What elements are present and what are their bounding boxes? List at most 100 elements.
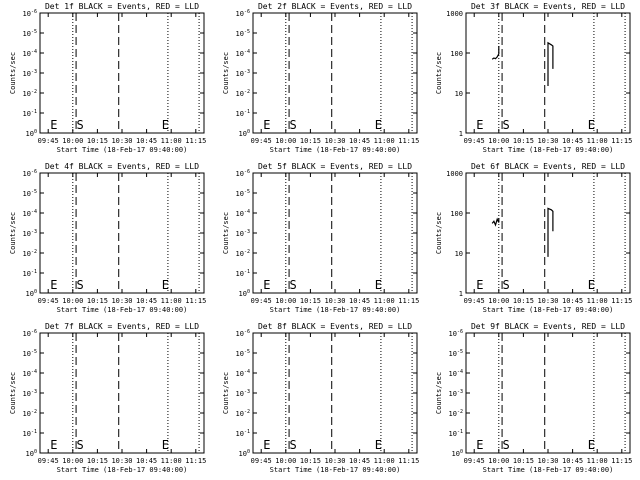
- y-tick-label: 100: [239, 129, 250, 138]
- marker-s: S: [289, 438, 296, 452]
- y-tick-label: 10-5: [236, 189, 250, 198]
- x-tick-label: 09:45: [464, 457, 485, 465]
- x-tick-label: 10:30: [324, 457, 345, 465]
- x-tick-label: 11:00: [161, 137, 182, 145]
- y-tick-label: 10-1: [236, 429, 250, 438]
- x-tick-label: 10:45: [562, 457, 583, 465]
- marker-e: E: [476, 118, 483, 132]
- y-tick-label: 100: [452, 449, 463, 458]
- y-tick-label: 10-6: [449, 329, 463, 338]
- y-tick-label: 1: [459, 130, 463, 138]
- marker-e: E: [588, 278, 595, 292]
- x-tick-label: 10:00: [275, 457, 296, 465]
- x-tick-label: 11:15: [185, 137, 206, 145]
- y-axis-label: Counts/sec: [222, 372, 230, 414]
- x-tick-label: 10:00: [275, 297, 296, 305]
- y-tick-label: 10-2: [23, 89, 37, 98]
- y-tick-label: 10-1: [449, 429, 463, 438]
- x-axis-label: Start Time (18-Feb-17 09:40:00): [270, 466, 401, 474]
- y-tick-label: 10-1: [23, 429, 37, 438]
- y-tick-label: 10-4: [236, 209, 250, 218]
- x-axis-label: Start Time (18-Feb-17 09:40:00): [483, 146, 614, 154]
- y-tick-label: 10-1: [236, 269, 250, 278]
- y-tick-label: 100: [26, 129, 37, 138]
- x-tick-label: 10:15: [300, 137, 321, 145]
- x-tick-label: 09:45: [251, 457, 272, 465]
- marker-s: S: [289, 118, 296, 132]
- detector-panel-8: Det 8f BLACK = Events, RED = LLD 100 10-1 1…: [222, 322, 419, 474]
- detector-panel-2: Det 2f BLACK = Events, RED = LLD 100 10-1 1…: [222, 2, 419, 154]
- x-axis-label: Start Time (18-Feb-17 09:40:00): [483, 466, 614, 474]
- x-tick-label: 10:30: [111, 297, 132, 305]
- marker-e: E: [263, 278, 270, 292]
- y-tick-label: 10-3: [23, 229, 37, 238]
- x-tick-label: 09:45: [38, 297, 59, 305]
- plot-frame: [252, 332, 418, 454]
- x-tick-label: 10:00: [488, 137, 509, 145]
- panel-title: Det 5f BLACK = Events, RED = LLD: [258, 162, 412, 171]
- y-tick-label: 10-4: [236, 369, 250, 378]
- marker-e: E: [50, 438, 57, 452]
- y-tick-label: 10-3: [236, 389, 250, 398]
- x-tick-label: 11:00: [374, 297, 395, 305]
- x-tick-label: 10:30: [111, 137, 132, 145]
- x-tick-label: 11:15: [398, 457, 419, 465]
- y-tick-label: 10-1: [23, 109, 37, 118]
- y-tick-label: 10-5: [23, 349, 37, 358]
- events-series-line: [491, 46, 500, 60]
- x-axis-label: Start Time (18-Feb-17 09:40:00): [270, 306, 401, 314]
- y-tick-label: 100: [239, 289, 250, 298]
- y-tick-label: 10-4: [23, 49, 37, 58]
- x-tick-label: 10:45: [136, 137, 157, 145]
- x-tick-label: 10:15: [87, 297, 108, 305]
- x-tick-label: 10:15: [87, 137, 108, 145]
- x-tick-label: 10:45: [136, 457, 157, 465]
- y-tick-label: 10-6: [236, 329, 250, 338]
- marker-s: S: [289, 278, 296, 292]
- y-tick-label: 10-3: [236, 229, 250, 238]
- x-tick-label: 10:30: [537, 297, 558, 305]
- detector-panel-6: Det 6f BLACK = Events, RED = LLD 1 10 100 10…: [435, 162, 632, 314]
- plot-frame: [39, 332, 205, 454]
- x-tick-label: 10:00: [62, 457, 83, 465]
- x-tick-label: 10:15: [300, 297, 321, 305]
- marker-e: E: [588, 438, 595, 452]
- x-tick-label: 11:00: [161, 457, 182, 465]
- x-tick-label: 11:15: [185, 297, 206, 305]
- y-tick-label: 10-3: [23, 69, 37, 78]
- x-tick-label: 10:00: [488, 297, 509, 305]
- plot-frame: [252, 172, 418, 294]
- y-axis-label: Counts/sec: [222, 52, 230, 94]
- y-tick-label: 100: [26, 449, 37, 458]
- x-tick-label: 11:15: [611, 297, 632, 305]
- x-tick-label: 09:45: [464, 297, 485, 305]
- y-tick-label: 10-4: [236, 49, 250, 58]
- x-tick-label: 11:00: [374, 457, 395, 465]
- y-tick-label: 100: [450, 210, 463, 218]
- y-tick-label: 10: [455, 250, 463, 258]
- panel-title: Det 2f BLACK = Events, RED = LLD: [258, 2, 412, 11]
- marker-e: E: [162, 118, 169, 132]
- y-tick-label: 10-5: [449, 349, 463, 358]
- panel-title: Det 7f BLACK = Events, RED = LLD: [45, 322, 199, 331]
- events-series-line: [491, 217, 500, 227]
- marker-e: E: [263, 118, 270, 132]
- x-tick-label: 09:45: [38, 457, 59, 465]
- detector-panel-1: Det 1f BLACK = Events, RED = LLD 100 10-1 1…: [9, 2, 206, 154]
- y-tick-label: 10-3: [449, 389, 463, 398]
- y-tick-label: 10-5: [23, 29, 37, 38]
- marker-s: S: [76, 118, 83, 132]
- marker-e: E: [476, 438, 483, 452]
- plot-frame: [39, 172, 205, 294]
- panel-title: Det 6f BLACK = Events, RED = LLD: [471, 162, 625, 171]
- panel-title: Det 1f BLACK = Events, RED = LLD: [45, 2, 199, 11]
- marker-e: E: [588, 118, 595, 132]
- x-tick-label: 11:00: [587, 457, 608, 465]
- y-tick-label: 100: [26, 289, 37, 298]
- y-tick-label: 10-2: [23, 249, 37, 258]
- y-tick-label: 10-6: [23, 169, 37, 178]
- x-tick-label: 11:15: [398, 297, 419, 305]
- x-tick-label: 11:00: [161, 297, 182, 305]
- y-tick-label: 1: [459, 290, 463, 298]
- y-tick-label: 10-3: [23, 389, 37, 398]
